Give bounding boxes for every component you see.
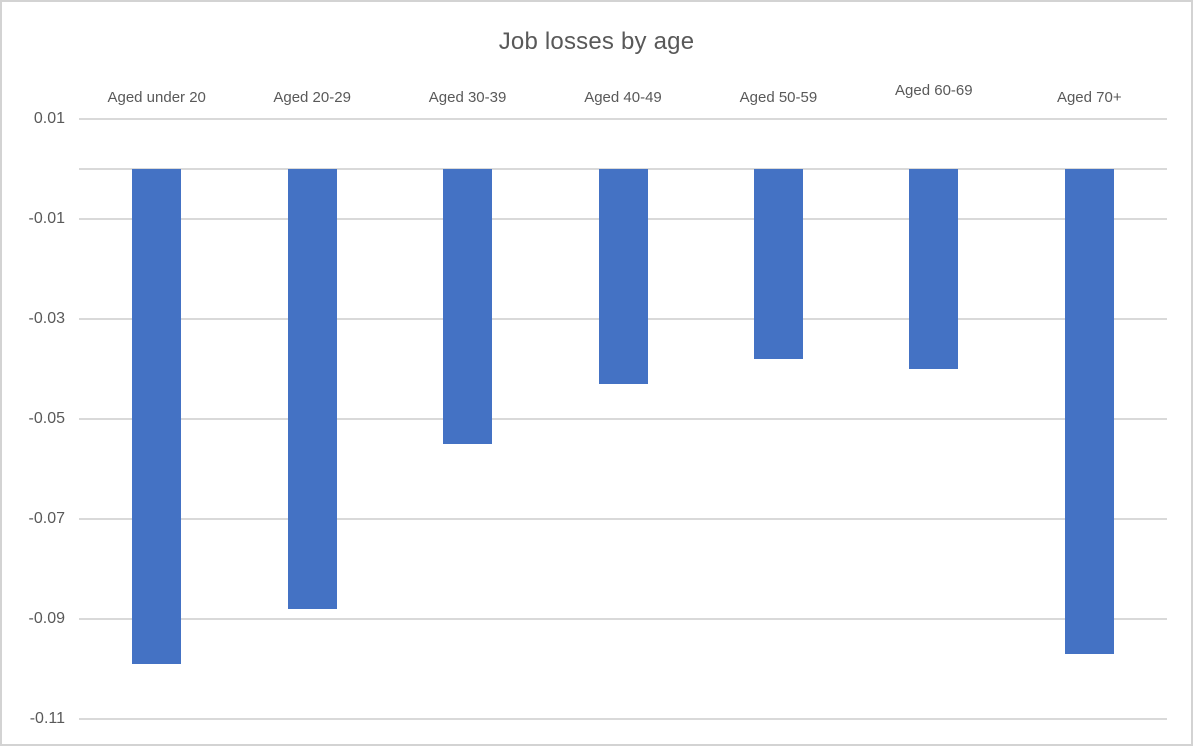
y-tick-label: -0.03 xyxy=(28,310,65,327)
category-label: Aged under 20 xyxy=(107,89,206,106)
y-tick-label: -0.11 xyxy=(29,710,65,727)
chart-title: Job losses by age xyxy=(498,28,695,55)
gridline xyxy=(79,118,1167,120)
bar xyxy=(132,169,182,664)
y-tick-label: -0.07 xyxy=(28,510,65,527)
gridline xyxy=(79,718,1167,720)
y-tick-label: -0.05 xyxy=(28,410,65,427)
bar xyxy=(909,169,959,369)
gridline xyxy=(79,518,1167,520)
y-tick-label: -0.01 xyxy=(28,210,65,227)
bar xyxy=(598,169,648,384)
category-label: Aged 30-39 xyxy=(428,89,507,106)
bar xyxy=(1064,169,1114,654)
category-label: Aged 60-69 xyxy=(895,82,973,99)
bar xyxy=(753,169,803,359)
bar xyxy=(443,169,493,444)
bar xyxy=(287,169,337,609)
category-label: Aged 50-59 xyxy=(739,89,818,106)
gridline xyxy=(79,618,1167,620)
y-tick-label: -0.09 xyxy=(28,610,65,627)
category-label: Aged 20-29 xyxy=(273,89,351,106)
category-label: Aged 40-49 xyxy=(584,89,662,106)
y-tick-label: 0.01 xyxy=(33,110,65,127)
category-label: Aged 70+ xyxy=(1056,89,1122,106)
gridline xyxy=(79,418,1167,420)
